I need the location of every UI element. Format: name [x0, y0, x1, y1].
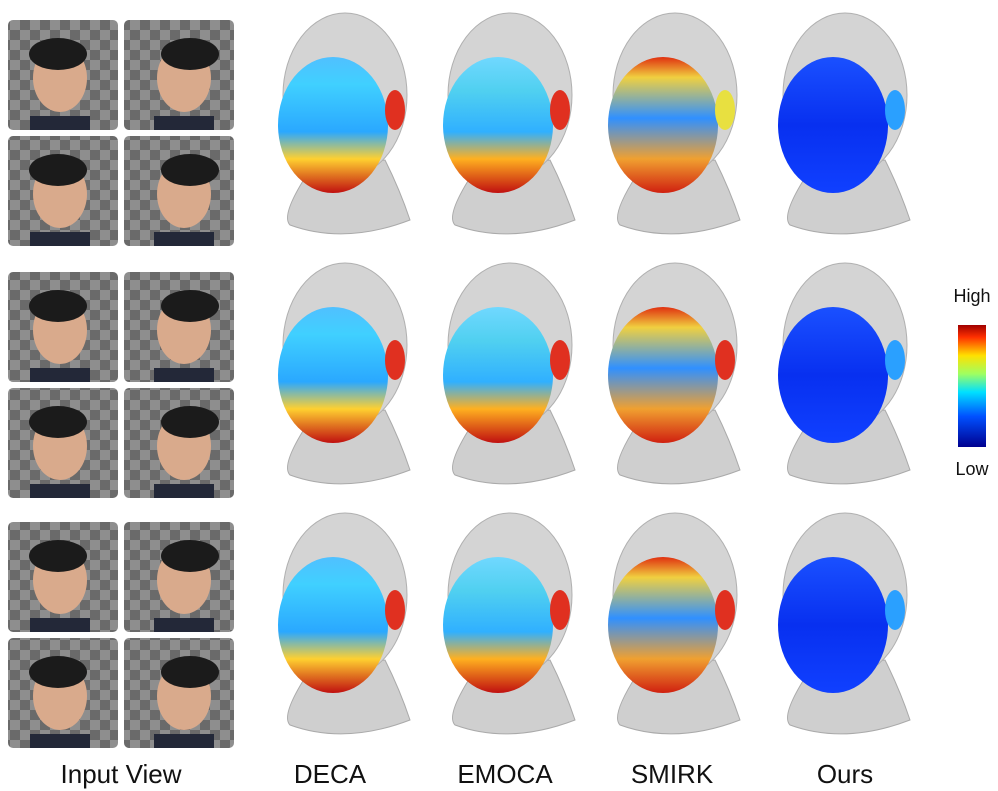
head-ear: [715, 340, 735, 380]
head-ear: [715, 90, 735, 130]
thumbnail-hair: [161, 656, 219, 688]
column-label: DECA: [294, 759, 367, 789]
head-ear: [550, 340, 570, 380]
column-label: SMIRK: [631, 759, 714, 789]
head-face: [443, 557, 553, 693]
thumbnail-shirt: [154, 368, 214, 382]
thumbnail-hair: [29, 38, 87, 70]
thumbnail-hair: [161, 540, 219, 572]
thumbnail-shirt: [30, 618, 90, 632]
thumbnail-shirt: [154, 734, 214, 748]
thumbnail-hair: [161, 290, 219, 322]
column-label: Ours: [817, 759, 873, 789]
head-face: [608, 557, 718, 693]
head-ear: [715, 590, 735, 630]
thumbnail-hair: [161, 406, 219, 438]
head-ear: [885, 90, 905, 130]
thumbnail-hair: [161, 38, 219, 70]
head-ear: [550, 590, 570, 630]
thumbnail-shirt: [30, 116, 90, 130]
thumbnail-hair: [161, 154, 219, 186]
column-label: EMOCA: [457, 759, 553, 789]
head-face: [278, 307, 388, 443]
head-ear: [385, 90, 405, 130]
head-face: [443, 57, 553, 193]
thumbnail-shirt: [30, 734, 90, 748]
thumbnail-hair: [29, 154, 87, 186]
head-ear: [885, 340, 905, 380]
column-label: Input View: [61, 759, 182, 789]
thumbnail-hair: [29, 406, 87, 438]
thumbnail-shirt: [154, 484, 214, 498]
head-face: [778, 557, 888, 693]
thumbnail-hair: [29, 656, 87, 688]
thumbnail-shirt: [30, 484, 90, 498]
head-ear: [385, 590, 405, 630]
head-face: [778, 57, 888, 193]
head-face: [778, 307, 888, 443]
thumbnail-shirt: [154, 232, 214, 246]
thumbnail-shirt: [30, 368, 90, 382]
thumbnail-shirt: [30, 232, 90, 246]
thumbnail-hair: [29, 540, 87, 572]
head-face: [608, 57, 718, 193]
thumbnail-hair: [29, 290, 87, 322]
colorbar-low: Low: [955, 459, 989, 479]
head-ear: [885, 590, 905, 630]
head-ear: [550, 90, 570, 130]
colorbar: [958, 325, 986, 447]
colorbar-high: High: [953, 286, 990, 306]
thumbnail-shirt: [154, 618, 214, 632]
head-face: [278, 57, 388, 193]
head-face: [278, 557, 388, 693]
head-face: [443, 307, 553, 443]
thumbnail-shirt: [154, 116, 214, 130]
head-face: [608, 307, 718, 443]
head-ear: [385, 340, 405, 380]
